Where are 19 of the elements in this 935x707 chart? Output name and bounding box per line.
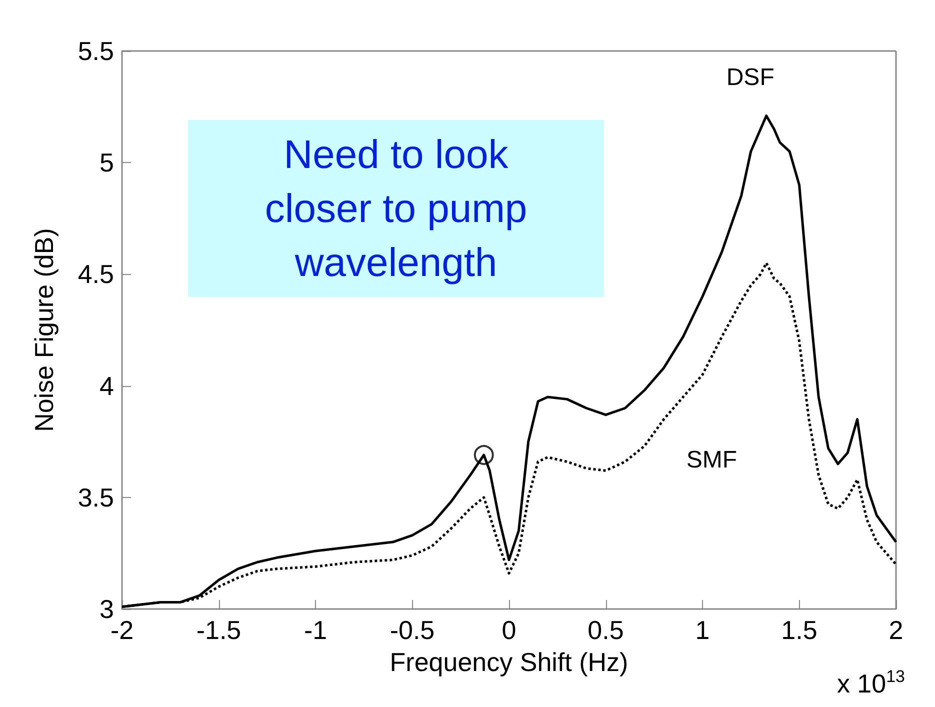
y-axis-title: Noise Figure (dB) [29,228,59,432]
x-tick-label: -0.5 [390,615,435,645]
x-tick-label: 1.5 [781,615,818,645]
x-tick-label: -1 [304,615,328,645]
note-box: Need to look closer to pump wavelength [188,120,604,297]
y-tick-label: 4.5 [78,259,114,290]
y-tick-label: 3 [100,594,114,624]
series-label: SMF [686,446,738,474]
y-tick-label: 5.5 [78,36,114,66]
y-tick-label: 4 [100,370,114,401]
x-tick-label: -1.5 [196,615,242,645]
series-label: DSF [726,64,774,92]
x-tick-label: 1 [695,615,710,645]
x-tick-label: 2 [888,615,904,645]
y-tick-label: 5 [100,148,114,178]
x-tick-label: 0 [502,615,516,645]
x-tick-label: 0.5 [588,615,624,645]
y-tick-label: 3.5 [78,482,114,512]
x-axis-title: Frequency Shift (Hz) [390,647,628,677]
